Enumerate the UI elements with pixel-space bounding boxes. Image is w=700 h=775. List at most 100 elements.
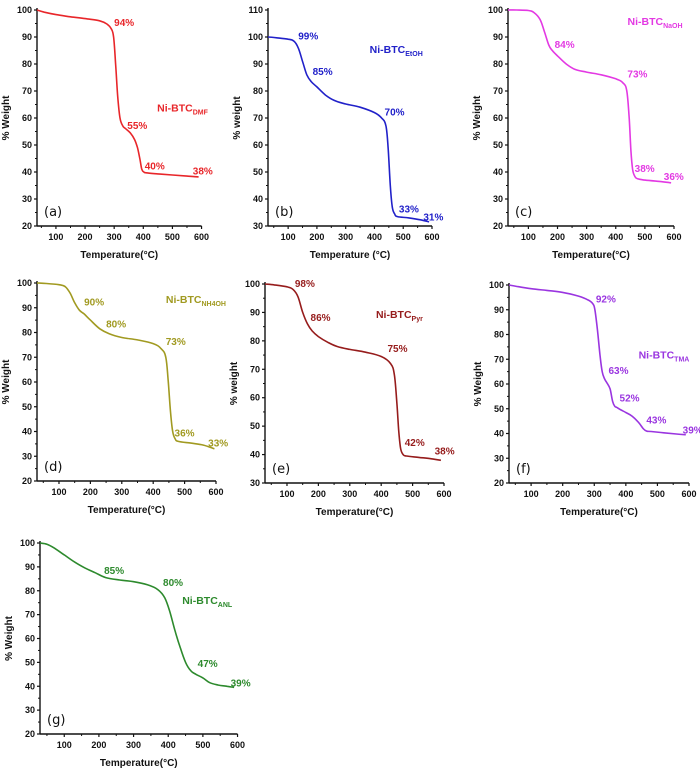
y-tick-label-d: 20 (22, 476, 32, 486)
x-tick-label-c: 300 (579, 232, 594, 242)
sample-label-e: Ni-BTCPyr (376, 309, 423, 323)
annotation-d: 73% (166, 337, 186, 348)
x-tick-label-f: 300 (587, 489, 602, 499)
x-tick-label-a: 600 (194, 232, 209, 242)
x-tick-label-b: 100 (281, 232, 296, 242)
y-tick-label-f: 50 (494, 404, 504, 414)
x-tick-label-b: 600 (424, 232, 439, 242)
annotation-a: 40% (145, 161, 165, 172)
y-tick-label-e: 40 (250, 450, 260, 460)
x-tick-label-g: 600 (230, 740, 245, 750)
annotation-b: 99% (298, 32, 318, 43)
y-tick-label-a: 60 (22, 113, 32, 123)
sample-subscript-d: NH4OH (201, 301, 226, 308)
x-tick-label-e: 200 (311, 489, 326, 499)
annotation-c: 73% (627, 70, 647, 81)
y-tick-label-c: 20 (493, 221, 503, 231)
x-axis-title-e: Temperature(°C) (316, 507, 394, 518)
y-tick-label-c: 80 (493, 59, 503, 69)
y-tick-label-g: 30 (25, 705, 35, 715)
annotation-g: 80% (163, 578, 183, 589)
x-axis-title-d: Temperature(°C) (88, 505, 166, 516)
y-tick-label-b: 100 (248, 32, 263, 42)
sample-label-d: Ni-BTCNH4OH (166, 294, 226, 308)
sample-name-e: Ni-BTC (376, 309, 412, 321)
x-tick-label-d: 200 (83, 487, 98, 497)
sample-name-a: Ni-BTC (157, 103, 193, 115)
sample-subscript-a: DMF (193, 110, 209, 117)
panel-label-b: (b) (275, 205, 293, 220)
chart-panel-g: 20 30 40 50 60 70 80 90 100 100 200 300 400 500 600 Tem… (4, 538, 251, 769)
chart-panel-d: 20 30 40 50 60 70 80 90 100 100 200 300 400 500 600 Tem… (1, 278, 228, 516)
y-tick-label-a: 100 (17, 5, 32, 15)
y-tick-label-f: 30 (494, 453, 504, 463)
annotation-f: 43% (646, 416, 666, 427)
x-tick-label-f: 600 (681, 489, 696, 499)
x-tick-label-f: 100 (524, 489, 539, 499)
y-tick-label-f: 40 (494, 429, 504, 439)
sample-label-g: Ni-BTCANL (182, 595, 233, 609)
x-tick-label-f: 500 (650, 489, 665, 499)
y-tick-label-d: 40 (22, 427, 32, 437)
x-tick-label-g: 100 (57, 740, 72, 750)
y-tick-label-a: 40 (22, 167, 32, 177)
y-tick-label-a: 80 (22, 59, 32, 69)
annotation-b: 31% (423, 213, 443, 224)
x-tick-label-f: 400 (618, 489, 633, 499)
y-tick-label-g: 90 (25, 562, 35, 572)
sample-subscript-g: ANL (218, 602, 233, 609)
sample-subscript-c: NaOH (663, 23, 682, 30)
annotation-e: 38% (435, 447, 455, 458)
y-tick-label-b: 90 (253, 59, 263, 69)
y-tick-label-d: 100 (17, 278, 32, 288)
annotation-f: 92% (596, 294, 616, 305)
y-tick-label-c: 40 (493, 167, 503, 177)
annotation-f: 63% (608, 366, 628, 377)
annotation-d: 36% (175, 428, 195, 439)
y-tick-label-a: 20 (22, 221, 32, 231)
panel-label-d: (d) (44, 460, 62, 475)
y-tick-label-b: 40 (253, 194, 263, 204)
y-tick-label-f: 80 (494, 330, 504, 340)
sample-label-a: Ni-BTCDMF (157, 103, 208, 117)
y-axis-title-c: % Weight (472, 95, 483, 140)
x-tick-label-a: 500 (165, 232, 180, 242)
y-tick-label-d: 50 (22, 402, 32, 412)
x-tick-label-c: 200 (550, 232, 565, 242)
y-tick-label-f: 60 (494, 379, 504, 389)
tga-curve-a (36, 9, 199, 178)
y-tick-label-c: 50 (493, 140, 503, 150)
x-tick-label-e: 600 (436, 489, 451, 499)
annotation-e: 75% (387, 344, 407, 355)
annotation-b: 85% (313, 67, 333, 78)
y-axis-title-f: % Weight (473, 361, 484, 406)
annotation-a: 55% (127, 121, 147, 132)
x-tick-label-d: 500 (177, 487, 192, 497)
y-tick-label-b: 50 (253, 167, 263, 177)
x-tick-label-c: 400 (608, 232, 623, 242)
panel-label-f: (f) (516, 462, 531, 477)
x-tick-label-c: 100 (521, 232, 536, 242)
x-tick-label-b: 200 (309, 232, 324, 242)
chart-panel-c: 20 30 40 50 60 70 80 90 100 100 200 300 400 500 600 Tem… (472, 5, 684, 261)
y-tick-label-a: 70 (22, 86, 32, 96)
chart-panel-e: 30 40 50 60 70 80 90 100 100 200 300 400 500 600 Tempe… (229, 279, 455, 518)
tga-curve-g (39, 542, 235, 689)
y-tick-label-c: 60 (493, 113, 503, 123)
y-tick-label-g: 70 (25, 610, 35, 620)
sample-name-f: Ni-BTC (639, 349, 675, 361)
y-tick-label-c: 30 (493, 194, 503, 204)
x-tick-label-b: 300 (338, 232, 353, 242)
sample-label-c: Ni-BTCNaOH (628, 16, 683, 30)
y-tick-label-f: 100 (489, 280, 504, 290)
y-tick-label-e: 30 (250, 478, 260, 488)
y-tick-label-b: 60 (253, 140, 263, 150)
y-tick-label-g: 40 (25, 681, 35, 691)
tga-curve-d (36, 282, 215, 450)
chart-panel-f: 20 30 40 50 60 70 80 90 100 100 200 300 400 500 600 Tem… (473, 280, 700, 518)
annotation-d: 33% (208, 438, 228, 449)
sample-subscript-f: TMA (674, 356, 689, 363)
y-tick-label-b: 80 (253, 86, 263, 96)
y-tick-label-g: 20 (25, 729, 35, 739)
y-tick-label-g: 60 (25, 634, 35, 644)
